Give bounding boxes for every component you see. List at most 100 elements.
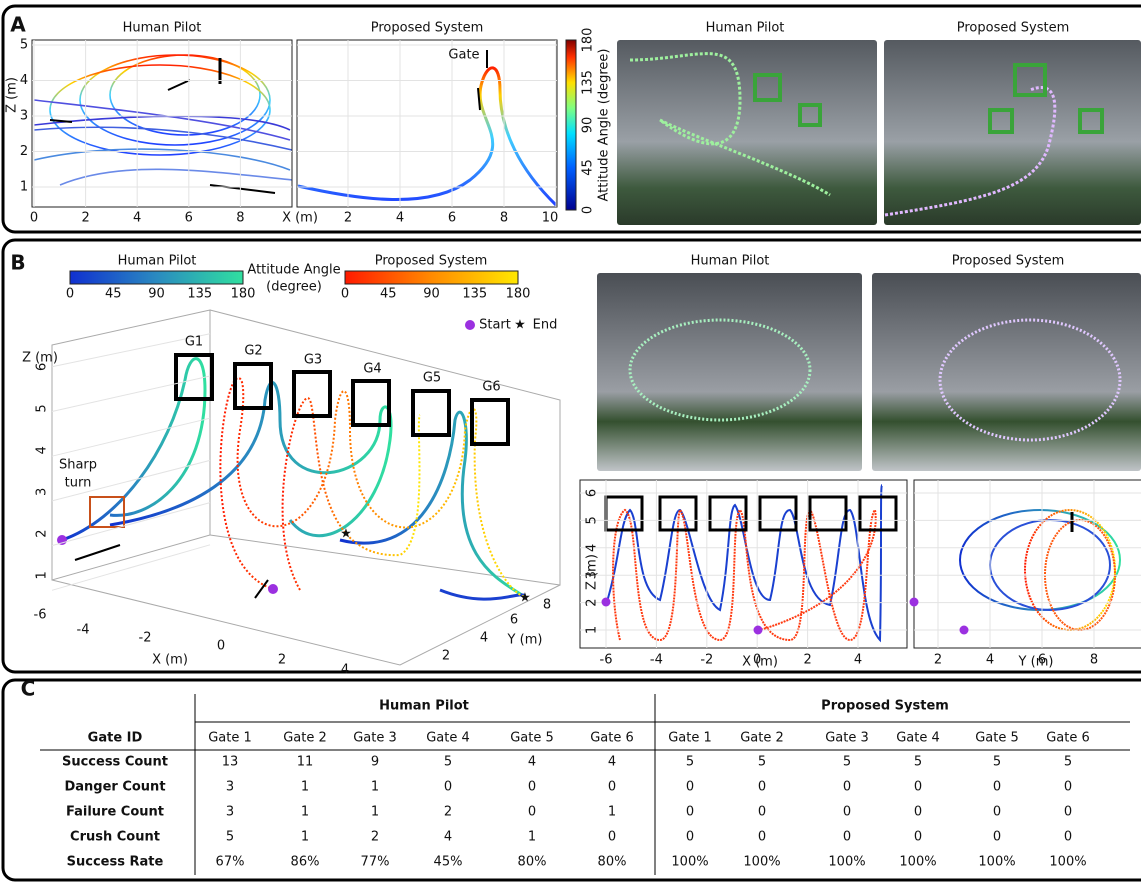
y-tick-label: 2 [20, 144, 28, 159]
table-cell: 0 [686, 805, 694, 820]
legend-label: Start [479, 318, 511, 333]
axis-label: X (m) [152, 653, 188, 668]
trajectory-proposed-a [298, 50, 556, 205]
table-cell: 0 [686, 780, 694, 795]
table-cell: 0 [758, 780, 766, 795]
column-header: Gate 4 [896, 731, 940, 746]
table-cell: 67% [216, 855, 245, 870]
panel-frame [3, 680, 1141, 880]
annotation: Gate [448, 48, 479, 63]
trajectory-human-a [34, 55, 292, 193]
axis-label: X (m) [742, 655, 778, 670]
table-cell: 0 [993, 830, 1001, 845]
column-header: Gate 1 [668, 731, 712, 746]
start-point [602, 598, 611, 607]
colorbar-label: Attitude Angle (degree) [597, 48, 612, 201]
colorbar-tick-label: 135 [581, 70, 596, 95]
table-cell: 86% [291, 855, 320, 870]
table-cell: 13 [222, 755, 239, 770]
figure: ★ ★ ★ AHuman PilotProposed System0246812… [0, 0, 1141, 883]
table-rules [40, 694, 1130, 875]
table-cell: 1 [301, 780, 309, 795]
table-cell: 100% [899, 855, 936, 870]
photo-title: Human Pilot [691, 254, 770, 269]
column-header: Gate 1 [208, 731, 252, 746]
table-cell: 3 [226, 805, 234, 820]
colorbar-tick-label: 45 [105, 287, 122, 302]
end-point: ★ [519, 591, 531, 606]
x-tick-label: -2 [700, 653, 713, 668]
colorbar-tick-label: 45 [581, 159, 596, 176]
start-point [960, 626, 969, 635]
table-cell: 0 [1064, 830, 1072, 845]
colorbar-tick-label: 135 [187, 287, 212, 302]
table-cell: 0 [444, 780, 452, 795]
table-cell: 100% [978, 855, 1015, 870]
table-cell: 0 [686, 830, 694, 845]
colorbar-proposed [345, 271, 518, 284]
table-cell: 0 [914, 805, 922, 820]
gates-3d [176, 355, 508, 444]
table-cell: 4 [608, 755, 616, 770]
colorbar-tick-label: 45 [380, 287, 397, 302]
z-tick-label: 4 [585, 544, 600, 552]
table-cell: 1 [608, 805, 616, 820]
group-header: Human Pilot [379, 699, 469, 714]
x-tick-label: -4 [77, 623, 90, 638]
gate-label: G5 [423, 371, 441, 386]
table-cell: 2 [444, 805, 452, 820]
x-tick-label: -2 [139, 631, 152, 646]
table-cell: 45% [434, 855, 463, 870]
start-point [754, 626, 763, 635]
table-cell: 100% [828, 855, 865, 870]
table-cell: 11 [297, 755, 314, 770]
end-marker: ★ [514, 318, 526, 333]
column-header: Gate 2 [283, 731, 327, 746]
table-cell: 5 [914, 755, 922, 770]
z-tick-label: 4 [35, 446, 50, 454]
table-cell: 0 [608, 780, 616, 795]
y-tick-label: 8 [1090, 653, 1098, 668]
photo [617, 40, 877, 225]
column-header: Gate 6 [590, 731, 634, 746]
table-cell: 0 [758, 805, 766, 820]
table-cell: 100% [1049, 855, 1086, 870]
panel-label: A [10, 13, 26, 37]
table-cell: 0 [528, 780, 536, 795]
start-point [268, 584, 278, 594]
table-cell: 0 [758, 830, 766, 845]
colorbar-tick-label: 90 [148, 287, 165, 302]
column-header: Gate 2 [740, 731, 784, 746]
x-tick-label: 4 [341, 663, 349, 678]
row-header: Gate ID [88, 731, 143, 746]
axis-label: X (m) [282, 211, 318, 226]
x-tick-label: 0 [30, 211, 38, 226]
table-cell: 0 [993, 780, 1001, 795]
column-header: Gate 3 [825, 731, 869, 746]
table-cell: 0 [914, 780, 922, 795]
table-cell: 0 [528, 805, 536, 820]
table-cell: 5 [993, 755, 1001, 770]
x-tick-label: 0 [217, 639, 225, 654]
table-cell: 5 [758, 755, 766, 770]
colorbar [566, 40, 576, 210]
group-header: Proposed System [821, 699, 949, 714]
table-cell: 3 [226, 780, 234, 795]
table-cell: 0 [1064, 780, 1072, 795]
x-tick-label: 6 [448, 211, 456, 226]
table-cell: 5 [843, 755, 851, 770]
x-tick-label: 6 [185, 211, 193, 226]
x-tick-label: 2 [278, 653, 286, 668]
x-tick-label: 2 [81, 211, 89, 226]
table-cell: 5 [1064, 755, 1072, 770]
plot-frame [914, 480, 1141, 648]
x-tick-label: 4 [396, 211, 404, 226]
legend-label: End [533, 318, 558, 333]
grid-line [52, 545, 210, 591]
x-tick-label: -4 [650, 653, 663, 668]
colorbar-tick-label: 0 [341, 287, 349, 302]
x-tick-label: 4 [133, 211, 141, 226]
column-header: Gate 6 [1046, 731, 1090, 746]
y-tick-label: 4 [986, 653, 994, 668]
column-header: Gate 4 [426, 731, 470, 746]
